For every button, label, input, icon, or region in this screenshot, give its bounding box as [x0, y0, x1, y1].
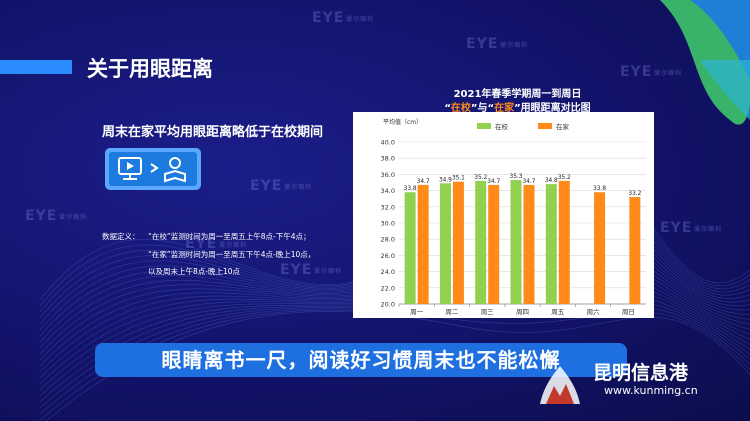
- watermark-logo: EYE 爱尔眼科: [466, 36, 529, 52]
- legend-label: 在家: [556, 122, 570, 131]
- bar: [439, 183, 451, 304]
- definition-line: 以及周末上午8点-晚上10点: [148, 267, 241, 276]
- site-name: 昆明信息港: [593, 362, 689, 384]
- x-tick-label: 周一: [410, 308, 424, 316]
- chart-title-highlight: 在校: [450, 103, 471, 114]
- data-label: 35.2: [474, 175, 487, 181]
- x-tick-label: 周四: [516, 308, 529, 316]
- data-label: 35.3: [510, 174, 523, 180]
- watermark-logo: EYE 爱尔眼科: [185, 236, 248, 252]
- y-tick-label: 38.0: [381, 155, 395, 163]
- chart-title-highlight: 在家: [494, 103, 515, 114]
- page-title: 关于用眼距离: [87, 57, 213, 81]
- legend-swatch: [477, 123, 491, 129]
- data-label: 34.8: [545, 178, 558, 184]
- y-tick-label: 32.0: [381, 203, 395, 211]
- bar: [523, 184, 535, 304]
- data-label: 34.7: [523, 179, 536, 185]
- data-label: 34.9: [439, 177, 452, 183]
- site-url: www.kunming.cn: [604, 384, 698, 397]
- site-logo-icon: [540, 366, 580, 404]
- chart-title-part: “: [444, 103, 451, 114]
- definition-line: “在校”监测时间为周一至周五上午8点-下午4点；: [148, 232, 311, 241]
- bar: [452, 181, 464, 304]
- illustration-graphic: [118, 157, 186, 183]
- bar: [510, 180, 522, 304]
- y-tick-label: 20.0: [381, 301, 395, 309]
- x-tick-label: 周三: [481, 308, 495, 316]
- watermark-logo: EYE 爱尔眼科: [280, 262, 343, 278]
- bar: [417, 184, 429, 304]
- data-label: 35.1: [452, 176, 465, 182]
- watermark-logo: EYE 爱尔眼科: [660, 220, 723, 236]
- y-tick-label: 36.0: [381, 171, 395, 179]
- chart-title-part: ”用眼距离对比图: [514, 103, 591, 114]
- bar: [629, 197, 641, 304]
- x-tick-label: 周日: [622, 308, 635, 316]
- y-tick-label: 28.0: [381, 236, 395, 244]
- y-tick-label: 34.0: [381, 187, 395, 195]
- data-label: 34.7: [487, 179, 500, 185]
- wave-line: [39, 309, 750, 421]
- watermark-logo: EYE 爱尔眼科: [250, 178, 313, 194]
- bar: [545, 184, 557, 304]
- data-label: 34.7: [417, 179, 430, 185]
- data-label: 33.2: [628, 191, 641, 197]
- definition-line: “在家”监测时间为周一至周五下午4点-晚上10点，: [148, 250, 316, 259]
- data-label: 33.8: [404, 186, 417, 192]
- caption-banner: 眼睛离书一尺，阅读好习惯周末也不能松懈: [95, 343, 627, 377]
- data-label: 35.2: [558, 175, 571, 181]
- legend-label: 在校: [495, 122, 509, 131]
- watermark-logo: EYE 爱尔眼科: [25, 208, 88, 224]
- legend-swatch: [538, 123, 552, 129]
- y-tick-label: 26.0: [381, 252, 395, 260]
- y-tick-label: 24.0: [381, 268, 395, 276]
- chart-title-part: ”与“: [470, 103, 495, 114]
- title-accent-bar: [0, 60, 72, 74]
- chart-title: 2021年春季学期周一到周日: [453, 89, 582, 100]
- bar: [594, 192, 606, 304]
- bar: [404, 192, 416, 304]
- x-tick-label: 周五: [551, 308, 565, 316]
- definition-label: 数据定义：: [102, 232, 140, 241]
- y-tick-label: 40.0: [381, 139, 395, 147]
- watermark-logo: EYE 爱尔眼科: [312, 10, 375, 26]
- monitor-to-book-icon: [105, 148, 201, 190]
- x-tick-label: 周二: [445, 308, 459, 316]
- data-label: 33.8: [593, 186, 606, 192]
- bar: [558, 180, 570, 304]
- bar-chart: 平均值（cm） 在校 在家 20.0 22.0 24.0 26.0 28.0 30.0 32.0 3…: [381, 118, 646, 316]
- bar: [488, 184, 500, 304]
- y-tick-label: 22.0: [381, 284, 395, 292]
- watermark-logo: EYE 爱尔眼科: [620, 64, 683, 80]
- bar: [475, 180, 487, 304]
- slide-subtitle: 周末在家平均用眼距离略低于在校期间: [102, 125, 324, 140]
- y-axis-label: 平均值（cm）: [383, 118, 422, 126]
- chart-title-line2: “在校”与“在家”用眼距离对比图: [405, 99, 630, 114]
- y-tick-label: 30.0: [381, 220, 395, 228]
- caption-text: 眼睛离书一尺，阅读好习惯周末也不能松懈: [161, 348, 561, 372]
- x-tick-label: 周六: [587, 307, 601, 316]
- chart-panel: 平均值（cm） 在校 在家 20.0 22.0 24.0 26.0 28.0 30.0 32.0 3…: [353, 112, 654, 318]
